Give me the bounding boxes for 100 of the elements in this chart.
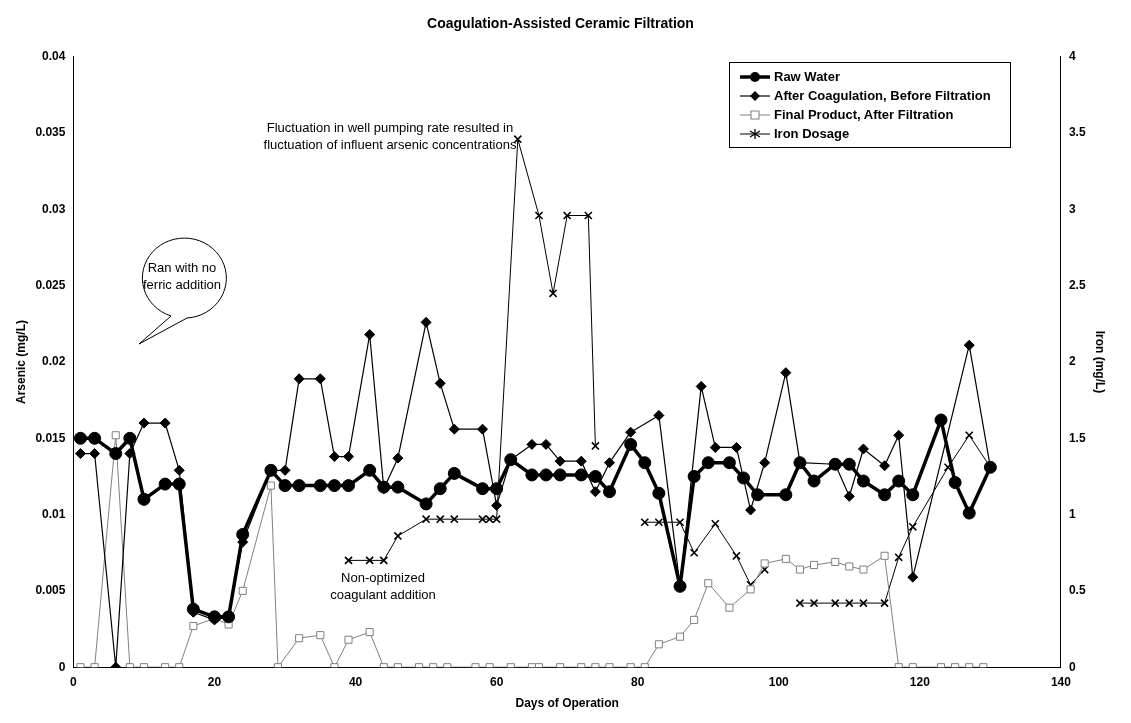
point (485, 514, 494, 524)
y2-tick-label: 3.5 (1068, 125, 1086, 140)
point (810, 560, 819, 569)
point (525, 468, 539, 482)
point (434, 377, 446, 389)
point (266, 481, 275, 490)
point (725, 603, 734, 612)
y2-tick-label: 4 (1068, 49, 1076, 64)
y-tick-label: 0.03 (42, 201, 66, 216)
y-tick-label: 0.005 (35, 583, 66, 598)
point (548, 288, 558, 298)
point (807, 474, 821, 488)
point (562, 211, 572, 220)
point (365, 556, 375, 565)
y-tick-label: 0.01 (42, 506, 66, 521)
point (907, 571, 919, 583)
point (844, 598, 854, 608)
point (732, 551, 741, 561)
point (186, 602, 200, 616)
point (640, 517, 650, 527)
point (421, 514, 431, 524)
point (392, 452, 404, 464)
point (780, 367, 792, 379)
y-tick-label: 0.04 (42, 49, 66, 64)
x-tick-label: 0 (70, 674, 78, 689)
point (478, 514, 487, 524)
point (934, 413, 948, 427)
point (554, 455, 566, 467)
point (893, 429, 905, 441)
annotation: Ran with no ferric addition (142, 260, 222, 294)
point (540, 438, 552, 450)
point (745, 504, 757, 516)
point (476, 482, 490, 496)
x-tick-label: 120 (909, 674, 931, 689)
point (278, 479, 292, 493)
point (448, 423, 460, 435)
point (574, 468, 588, 482)
point (879, 460, 891, 472)
point (88, 431, 102, 445)
x-tick-label: 80 (631, 674, 645, 689)
point (123, 431, 137, 445)
point (575, 455, 587, 467)
point (584, 211, 593, 220)
point (730, 441, 742, 453)
point (492, 514, 501, 524)
point (111, 431, 120, 440)
point (652, 486, 666, 500)
y-tick-label: 0.02 (42, 354, 66, 369)
point (604, 457, 615, 469)
point (831, 557, 840, 566)
point (314, 373, 326, 385)
point (447, 466, 461, 480)
point (795, 565, 804, 574)
point (236, 527, 250, 541)
point (591, 441, 600, 451)
point (295, 634, 304, 643)
point (138, 417, 150, 429)
point (313, 479, 327, 493)
point (172, 477, 186, 491)
point (857, 443, 869, 455)
y2-tick-label: 0.5 (1068, 583, 1086, 598)
point (781, 554, 790, 563)
x-tick-label: 140 (1050, 674, 1072, 689)
point (588, 469, 602, 483)
point (553, 468, 567, 482)
point (363, 463, 377, 477)
point (89, 448, 101, 460)
point (759, 457, 771, 469)
point (845, 562, 854, 571)
point (908, 522, 918, 532)
y-tick-label: 0.025 (35, 278, 66, 293)
x-axis-title: Days of Operation (515, 696, 619, 711)
point (675, 632, 685, 641)
point (159, 417, 171, 429)
point (449, 514, 459, 524)
point (109, 447, 123, 461)
point (420, 316, 432, 328)
point (534, 211, 544, 220)
point (880, 598, 889, 608)
point (654, 640, 663, 649)
point (746, 585, 755, 594)
point (709, 441, 721, 453)
y2-tick-label: 0 (1068, 659, 1076, 674)
point (364, 329, 376, 341)
point (435, 514, 445, 524)
point (722, 456, 736, 470)
point (328, 451, 340, 463)
point (962, 506, 976, 520)
point (880, 551, 889, 560)
point (491, 499, 503, 511)
point (859, 565, 868, 574)
point (344, 635, 353, 644)
point (687, 469, 701, 483)
annotation: Non-optimized coagulant addition (329, 570, 437, 604)
x-tick-label: 20 (207, 674, 222, 689)
point (433, 482, 447, 496)
legend-label: Iron Dosage (774, 126, 850, 141)
point (589, 486, 601, 498)
y2-tick-label: 1 (1068, 506, 1076, 521)
point (344, 556, 353, 565)
